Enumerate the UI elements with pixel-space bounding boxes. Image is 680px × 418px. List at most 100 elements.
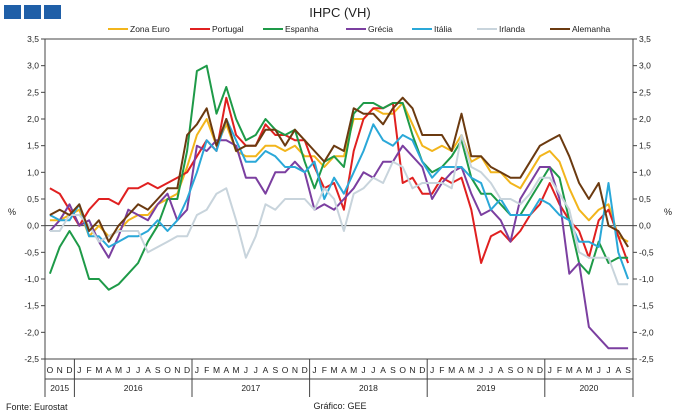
x-tick-label: O bbox=[282, 365, 289, 375]
y-tick-label: -0,5 bbox=[24, 247, 39, 257]
x-tick-label: F bbox=[439, 365, 444, 375]
x-tick-label: F bbox=[557, 365, 562, 375]
x-year-label: 2017 bbox=[241, 383, 260, 393]
y-tick-label: 1,0 bbox=[27, 167, 39, 177]
series-line bbox=[49, 102, 629, 243]
series-line bbox=[49, 96, 629, 248]
y-tick-label: -2,0 bbox=[24, 327, 39, 337]
x-tick-label: J bbox=[126, 365, 130, 375]
x-tick-label: D bbox=[419, 365, 425, 375]
x-tick-label: S bbox=[390, 365, 396, 375]
x-tick-label: M bbox=[585, 365, 592, 375]
x-tick-label: A bbox=[615, 365, 621, 375]
x-tick-label: J bbox=[77, 365, 81, 375]
legend-label: Espanha bbox=[285, 24, 319, 34]
x-tick-label: N bbox=[292, 365, 298, 375]
y-tick-label-right: 2,5 bbox=[639, 87, 651, 97]
x-tick-label: N bbox=[527, 365, 533, 375]
x-tick-label: O bbox=[399, 365, 406, 375]
chart-credit: Gráfico: GEE bbox=[313, 401, 367, 411]
series-line bbox=[48, 64, 629, 291]
x-tick-label: O bbox=[47, 365, 54, 375]
x-tick-label: J bbox=[244, 365, 248, 375]
x-tick-label: A bbox=[380, 365, 386, 375]
x-tick-label: F bbox=[204, 365, 209, 375]
x-tick-label: M bbox=[213, 365, 220, 375]
x-tick-label: A bbox=[576, 365, 582, 375]
x-tick-label: J bbox=[548, 365, 552, 375]
source-note: Fonte: Eurostat bbox=[6, 402, 68, 412]
x-tick-label: J bbox=[371, 365, 375, 375]
x-tick-label: S bbox=[508, 365, 514, 375]
x-tick-label: J bbox=[136, 365, 140, 375]
x-tick-label: O bbox=[164, 365, 171, 375]
y-tick-label: 1,5 bbox=[27, 141, 39, 151]
legend-label: Grécia bbox=[368, 24, 393, 34]
y-tick-label-right: 3,5 bbox=[639, 34, 651, 44]
x-tick-label: M bbox=[233, 365, 240, 375]
x-tick-label: A bbox=[341, 365, 347, 375]
x-tick-label: D bbox=[302, 365, 308, 375]
x-tick-label: J bbox=[597, 365, 601, 375]
y-tick-label-right: -2,0 bbox=[639, 327, 654, 337]
y-tick-label-right: 2,0 bbox=[639, 114, 651, 124]
logo-square bbox=[24, 5, 41, 19]
x-year-label: 2019 bbox=[477, 383, 496, 393]
x-tick-label: D bbox=[537, 365, 543, 375]
x-tick-label: M bbox=[448, 365, 455, 375]
logo-square bbox=[4, 5, 21, 19]
y-tick-label: 0,0 bbox=[27, 221, 39, 231]
logo-square bbox=[44, 5, 61, 19]
x-tick-label: A bbox=[263, 365, 269, 375]
x-tick-label: M bbox=[115, 365, 122, 375]
y-tick-label-right: -0,5 bbox=[639, 247, 654, 257]
x-tick-label: F bbox=[86, 365, 91, 375]
x-tick-label: J bbox=[195, 365, 199, 375]
y-tick-label-right: 1,0 bbox=[639, 167, 651, 177]
y-tick-label: 2,5 bbox=[27, 87, 39, 97]
x-tick-label: N bbox=[174, 365, 180, 375]
series-line bbox=[49, 118, 630, 280]
legend-label: Irlanda bbox=[499, 24, 525, 34]
logo bbox=[4, 5, 61, 19]
x-tick-label: J bbox=[254, 365, 258, 375]
chart-title: IHPC (VH) bbox=[309, 5, 370, 20]
x-year-label: 2015 bbox=[50, 383, 69, 393]
legend-label: Zona Euro bbox=[130, 24, 170, 34]
x-tick-label: S bbox=[272, 365, 278, 375]
y-tick-label-right: -2,5 bbox=[639, 354, 654, 364]
x-year-label: 2020 bbox=[579, 383, 598, 393]
x-tick-label: A bbox=[106, 365, 112, 375]
x-tick-label: J bbox=[361, 365, 365, 375]
x-tick-label: M bbox=[331, 365, 338, 375]
x-year-label: 2018 bbox=[359, 383, 378, 393]
x-tick-label: S bbox=[625, 365, 631, 375]
x-tick-label: A bbox=[145, 365, 151, 375]
x-year-label: 2016 bbox=[124, 383, 143, 393]
x-tick-label: J bbox=[312, 365, 316, 375]
y-tick-label: 0,5 bbox=[27, 194, 39, 204]
x-tick-label: N bbox=[409, 365, 415, 375]
x-tick-label: M bbox=[95, 365, 102, 375]
x-tick-label: J bbox=[479, 365, 483, 375]
y-axis-label-right: % bbox=[664, 207, 672, 217]
y-tick-label-right: -1,5 bbox=[639, 301, 654, 311]
y-tick-label: -1,5 bbox=[24, 301, 39, 311]
legend-label: Portugal bbox=[212, 24, 244, 34]
x-tick-label: J bbox=[430, 365, 434, 375]
y-tick-label: -1,0 bbox=[24, 274, 39, 284]
legend-label: Alemanha bbox=[572, 24, 611, 34]
x-tick-label: A bbox=[223, 365, 229, 375]
x-tick-label: F bbox=[322, 365, 327, 375]
legend-label: Itália bbox=[434, 24, 452, 34]
x-tick-label: M bbox=[566, 365, 573, 375]
y-tick-label-right: -1,0 bbox=[639, 274, 654, 284]
y-tick-label-right: 0,5 bbox=[639, 194, 651, 204]
y-tick-label: -2,5 bbox=[24, 354, 39, 364]
x-tick-label: J bbox=[489, 365, 493, 375]
y-tick-label-right: 3,0 bbox=[639, 61, 651, 71]
x-tick-label: O bbox=[517, 365, 524, 375]
x-tick-label: A bbox=[498, 365, 504, 375]
x-tick-label: M bbox=[350, 365, 357, 375]
